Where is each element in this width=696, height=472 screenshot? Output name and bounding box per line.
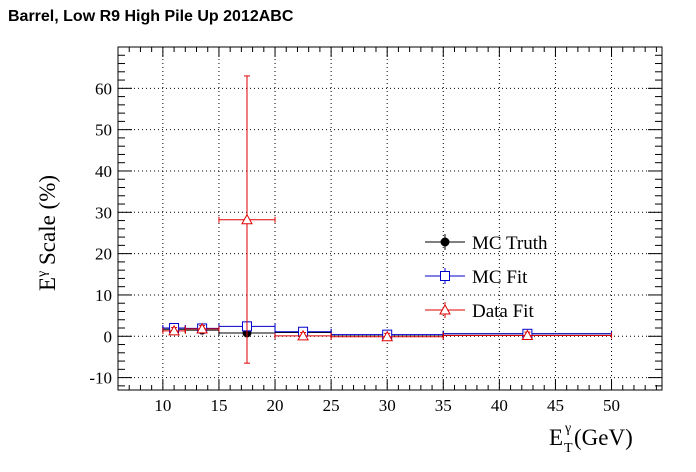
series-data-fit	[162, 75, 613, 364]
axis-ticks	[117, 47, 662, 390]
y-tick-label: 0	[104, 327, 113, 346]
plot-frame	[117, 46, 663, 391]
y-tick-label: 50	[95, 121, 112, 140]
y-tick-label: -10	[89, 369, 112, 388]
legend-marker	[439, 303, 451, 315]
x-axis-label-sup: γ	[564, 421, 571, 436]
x-axis-label: E γ T (GeV)	[549, 421, 633, 456]
x-tick-label: 35	[435, 396, 452, 415]
x-tick-label: 10	[154, 396, 171, 415]
legend: MC Truth MC Fit Data Fit	[425, 233, 548, 322]
data-point	[381, 330, 394, 342]
axis-tick-labels: 10 15 20 25 30 35 40 45 50 -10 0 10 20 30 40 50 60	[89, 79, 620, 415]
y-tick-label: 40	[95, 162, 112, 181]
legend-label: MC Fit	[472, 267, 528, 288]
y-axis-label: Eγ Scale (%)	[35, 175, 60, 291]
data-point	[196, 322, 208, 334]
x-axis-label-sub: T	[564, 441, 573, 456]
data-point	[521, 329, 534, 340]
y-tick-label: 10	[95, 286, 112, 305]
x-tick-label: 40	[491, 396, 508, 415]
legend-entry: MC Truth	[425, 233, 548, 254]
x-axis-label-unit: (GeV)	[574, 425, 633, 450]
legend-label: Data Fit	[472, 301, 534, 322]
legend-entry: Data Fit	[425, 301, 534, 322]
legend-marker	[440, 237, 450, 247]
x-tick-label: 20	[267, 396, 284, 415]
data-point	[297, 329, 309, 341]
legend-entry: MC Fit	[425, 267, 528, 288]
x-axis-label-base: E	[549, 425, 563, 450]
x-tick-label: 15	[210, 396, 227, 415]
y-tick-label: 20	[95, 245, 112, 264]
x-tick-label: 45	[547, 396, 564, 415]
y-tick-label: 30	[95, 203, 112, 222]
y-tick-label: 60	[95, 79, 112, 98]
y-axis-label-rest: Scale (%)	[35, 175, 60, 271]
data-point	[241, 213, 253, 225]
data-point	[168, 324, 180, 336]
x-tick-label: 50	[603, 396, 620, 415]
y-axis-label-sup: γ	[35, 271, 50, 278]
legend-marker	[440, 271, 450, 281]
legend-label: MC Truth	[472, 233, 548, 254]
chart-title: Barrel, Low R9 High Pile Up 2012ABC	[8, 8, 294, 25]
x-tick-label: 30	[379, 396, 396, 415]
data-series	[162, 75, 613, 364]
y-axis-label-base: E	[35, 277, 60, 291]
x-tick-label: 25	[323, 396, 340, 415]
